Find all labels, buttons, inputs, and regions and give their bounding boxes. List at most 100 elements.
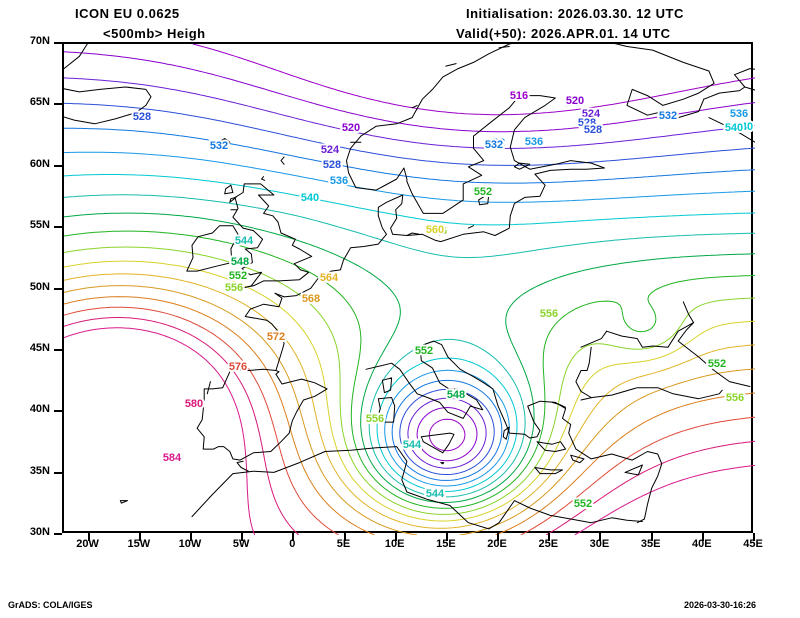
y-axis-tick-mark — [54, 164, 62, 167]
contour-label-halo: 536 — [730, 108, 748, 120]
contour-line-520 — [64, 51, 755, 133]
contour-label-halo: 552 — [415, 345, 433, 357]
contour-label-halo: 540 — [735, 121, 753, 133]
coastline-path — [536, 441, 567, 452]
coastline-path — [432, 232, 441, 236]
contour-label-halo: 532 — [487, 137, 505, 149]
contour-line-548 — [64, 212, 755, 503]
coastline-path — [224, 184, 234, 195]
contour-label-halo: 568 — [302, 293, 320, 305]
contour-label-halo: 528 — [584, 124, 602, 136]
contour-label-halo: 572 — [267, 331, 285, 343]
contour-label-halo: 552 — [474, 186, 492, 198]
contour-label-544: 544 — [426, 488, 445, 500]
contour-label-552: 552 — [574, 498, 592, 510]
contour-line-556 — [64, 246, 755, 515]
y-axis-tick-mark — [54, 226, 62, 229]
x-axis-tick-mark — [241, 533, 244, 541]
contour-line-536 — [384, 369, 510, 487]
x-axis-tick-mark — [189, 533, 192, 541]
coastline-path — [411, 104, 418, 109]
contour-label-556: 556 — [726, 392, 744, 404]
coastline-path — [64, 86, 152, 125]
contour-label-528: 528 — [323, 159, 341, 171]
contour-label-556: 556 — [540, 308, 558, 320]
contour-label-halo: 556 — [366, 413, 384, 425]
contour-label-564: 564 — [320, 272, 339, 284]
x-axis-tick-label: 20E — [487, 538, 507, 550]
contour-label-532: 532 — [210, 140, 228, 152]
contour-label-560: 560 — [426, 224, 444, 236]
contour-label-halo: 516 — [510, 90, 528, 102]
coastline-path — [502, 426, 510, 440]
contour-label-halo: 548 — [231, 256, 249, 268]
coastline-path — [580, 330, 608, 348]
contour-line-552 — [64, 230, 755, 509]
contour-line-532 — [391, 379, 503, 481]
x-axis-tick-label: 15E — [436, 538, 456, 550]
contour-label-556: 556 — [429, 225, 447, 237]
coastline-path — [381, 377, 393, 394]
y-axis-tick-label: 40N — [29, 403, 50, 416]
x-axis-tick-mark — [753, 533, 755, 541]
coastline-path — [220, 138, 231, 144]
contour-line-528 — [399, 388, 495, 475]
coastline-path — [232, 183, 313, 289]
contour-label-halo: 556 — [225, 282, 243, 294]
y-axis-tick-label: 65N — [29, 96, 50, 109]
contour-line-544 — [64, 194, 755, 259]
coastline-path — [420, 432, 455, 454]
x-axis-tick-label: 0 — [289, 538, 296, 550]
x-axis-tick-mark — [599, 533, 602, 541]
contour-label-568: 568 — [302, 293, 320, 305]
contour-label-552: 552 — [474, 186, 492, 198]
coastline-path — [280, 156, 285, 165]
contour-line-528 — [64, 102, 755, 166]
contour-label-halo: 576 — [229, 361, 247, 373]
contour-label-572: 572 — [267, 331, 285, 343]
x-axis-tick-label: 5W — [232, 538, 250, 550]
render-timestamp: 2026-03-30-16:26 — [684, 600, 757, 610]
y-axis-tick-mark — [54, 348, 62, 351]
contour-label-halo: 556 — [540, 308, 558, 320]
x-axis-tick-label: 10E — [384, 538, 405, 550]
contour-label-halo: 532 — [659, 110, 677, 122]
contour-label-halo: 532 — [485, 139, 503, 151]
contour-label-556: 556 — [366, 413, 384, 425]
coastline-path — [606, 322, 751, 387]
x-axis-tick-mark — [394, 533, 397, 541]
contour-label-halo: 544 — [235, 235, 254, 247]
x-axis-tick-label: 15W — [127, 538, 151, 550]
x-axis-tick-mark — [138, 533, 141, 541]
contour-label-520: 520 — [342, 122, 360, 134]
x-axis-tick-mark — [548, 533, 551, 541]
y-axis-tick-mark — [54, 410, 62, 413]
x-axis-tick-label: 45E — [743, 538, 763, 550]
x-axis-tick-label: 30E — [589, 538, 610, 550]
coastline-path — [708, 117, 755, 143]
x-axis-tick-mark — [701, 533, 704, 541]
contour-label-536: 536 — [730, 108, 748, 120]
y-axis-tick-label: 70N — [29, 35, 50, 47]
contour-label-520: 520 — [566, 95, 584, 107]
contour-label-halo: 532 — [210, 140, 228, 152]
contour-label-halo: 540 — [301, 192, 319, 204]
contour-label-halo: 540 — [725, 122, 743, 134]
contour-label-halo: 520 — [566, 95, 584, 107]
y-axis-tick-mark — [54, 42, 62, 44]
coastline-path — [513, 162, 531, 170]
y-axis-tick-mark — [54, 471, 62, 474]
x-axis-tick-label: 40E — [692, 538, 712, 550]
contour-label-540: 540 — [301, 192, 319, 204]
contour-label-536: 536 — [330, 175, 348, 187]
valid-time-label: Valid(+50): 2026.APR.01. 14 UTC — [456, 26, 671, 41]
x-axis-tick-mark — [650, 533, 653, 541]
contour-line-536 — [64, 151, 755, 203]
coastline-path — [467, 225, 474, 229]
contour-label-halo: 528 — [133, 111, 151, 123]
contour-label-halo: 528 — [323, 159, 341, 171]
contour-label-528: 528 — [133, 111, 151, 123]
level-subtitle: <500mb> Heigh — [103, 26, 206, 41]
contour-line-532 — [64, 127, 755, 184]
